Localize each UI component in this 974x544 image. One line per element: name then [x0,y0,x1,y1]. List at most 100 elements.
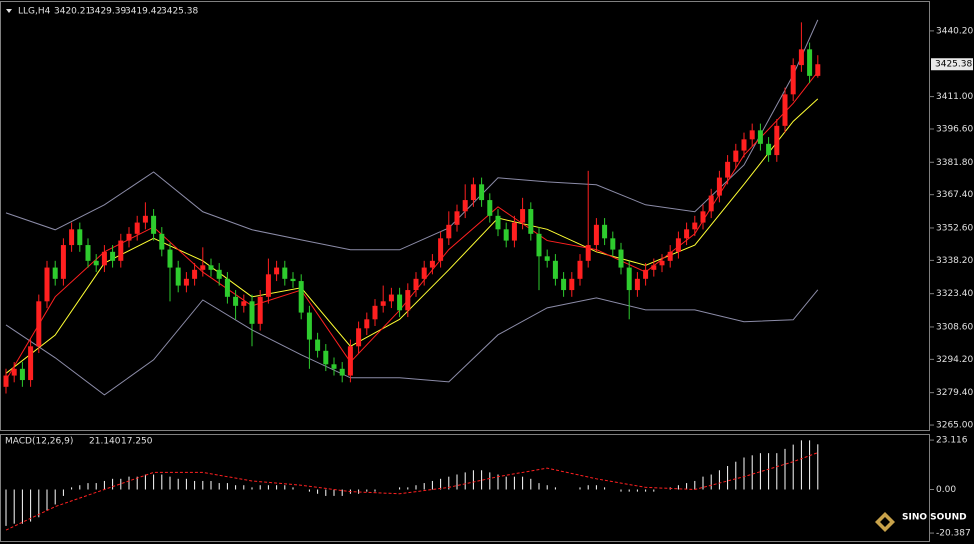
candle-body [126,233,132,241]
candle-body [552,260,558,279]
candle-body [470,184,476,201]
candle-body [421,267,427,279]
candle-body [569,278,575,291]
candle-body [93,260,99,266]
macd-panel-frame [0,434,930,542]
candle-body [520,209,526,223]
y-tick-label: 3294.20 [936,355,973,365]
candle-body [684,229,690,239]
candle-body [36,301,42,347]
y-tick-label: 3381.80 [936,158,973,168]
candle-body [544,256,550,261]
candle-body [216,269,222,279]
candle-body [192,269,198,279]
candle-body [151,215,157,234]
y-tick-label: 3352.60 [936,223,973,233]
candle-body [142,215,148,223]
candle-body [339,368,345,376]
y-tick-label: 3367.40 [936,190,973,200]
candle-body [667,251,673,261]
candle-body [782,94,788,126]
ohlc-low: 3419.42 [125,7,162,17]
candle-body [692,222,698,230]
y-tick-label: -20.387 [936,529,971,539]
candle-body [716,177,722,196]
line [5,289,819,396]
candle-body [741,139,747,151]
candle-body [290,278,296,282]
candle-body [454,211,460,225]
candle-body [749,130,755,140]
candle-body [651,265,657,270]
candle-body [798,49,804,66]
candle-body [503,229,509,241]
candle-body [511,222,517,241]
candle-body [774,125,780,156]
candle-body [282,267,288,279]
candle-body [528,209,534,234]
menu-arrow[interactable] [6,9,12,13]
candle-body [438,238,444,261]
y-tick-label: 3411.00 [936,92,973,102]
candle-body [561,278,567,291]
candle-body [28,346,34,381]
candle-body [725,161,731,178]
candle-body [602,224,608,239]
macd-label: MACD(12,26,9) [5,437,73,447]
y-tick-label: 3338.20 [936,256,973,266]
y-tick-label: 3440.20 [936,26,973,36]
price-box [931,58,973,71]
candle-body [585,245,591,261]
candle-body [446,224,452,239]
candle-body [618,249,624,268]
candle-body [306,312,312,340]
candle-body [159,233,165,250]
candle-body [233,296,239,306]
y-tick-label: 3279.40 [936,388,973,398]
ohlc-close: 3425.38 [161,7,198,17]
candle-body [372,305,378,320]
candle-body [323,350,329,365]
candle-body [85,245,91,261]
y-tick-label: 3396.60 [936,124,973,134]
line [5,452,818,531]
line [5,19,819,251]
logo: SINO SOUND [875,512,967,532]
candle-body [52,267,58,279]
candle-body [429,260,435,268]
candle-body [19,368,25,381]
candle-body [118,240,124,261]
line [5,98,819,374]
candle-body [405,290,411,311]
candle-body [60,245,66,279]
candle-body [274,267,280,275]
ohlc-open: 3420.21 [54,7,91,17]
candle-body [643,269,649,279]
candle-body [134,222,140,234]
candle-body [815,64,821,76]
candle-body [495,215,501,230]
candle-body [249,301,255,324]
logo-text: SINO SOUND [902,513,967,523]
candle-body [265,274,271,297]
current-price: 3425.38 [935,60,972,70]
candle-body [101,251,107,266]
candle-body [200,265,206,270]
candle-body [536,233,542,257]
candle-body [3,375,9,387]
ohlc-high: 3429.39 [89,7,126,17]
candle-body [298,281,304,313]
main-panel-frame [0,1,930,431]
candle-body [700,211,706,223]
candle-body [708,195,714,212]
candle-body [634,278,640,291]
candle-body [331,364,337,369]
candle-body [388,294,394,302]
candle-body [413,278,419,291]
y-tick-label: 0.00 [936,485,956,495]
candle-body [593,224,599,246]
candle-body [69,229,75,246]
symbol: LLG,H4 [18,7,51,17]
